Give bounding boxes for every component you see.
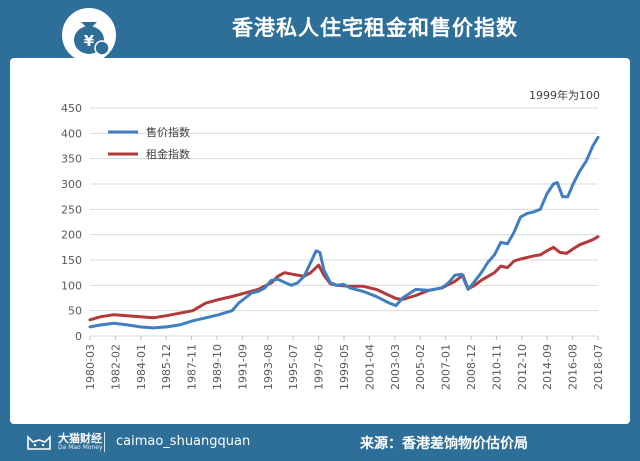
x-tick-label: 1987-11 xyxy=(186,344,199,390)
x-tick-label: 2008-12 xyxy=(465,344,478,390)
x-tick-label: 2014-09 xyxy=(541,344,554,390)
x-tick-label: 2005-02 xyxy=(414,344,427,390)
y-axis-ticks: 0 50 100 150 200 250 300 350 400 450 xyxy=(61,102,82,343)
series-line xyxy=(88,135,600,330)
base-year-note: 1999年为100 xyxy=(529,88,600,102)
x-tick-label: 2016-08 xyxy=(567,344,580,390)
data-source: 来源：香港差饷物价估价局 xyxy=(360,436,528,452)
x-tick-label: 2010-11 xyxy=(490,344,503,390)
x-tick-label: 1997-06 xyxy=(313,344,326,390)
x-tick-label: 1993-08 xyxy=(262,344,275,390)
chart-title: 香港私人住宅租金和售价指数 xyxy=(232,16,518,40)
x-tick-label: 1991-09 xyxy=(236,344,249,390)
x-tick-label: 1985-12 xyxy=(160,344,173,390)
legend-label: 售价指数 xyxy=(146,125,190,139)
cat-logo-icon xyxy=(27,435,51,450)
x-tick-label: 2012-10 xyxy=(516,344,529,390)
series-lines xyxy=(88,135,600,330)
brand-name-en: Da Mao Money xyxy=(58,444,103,451)
x-tick-label: 2007-01 xyxy=(440,344,453,390)
x-axis-ticks: 1980-03 1982-02 1984-01 1985-12 1987-11 1989-… xyxy=(84,336,605,390)
social-handle: caimao_shuangquan xyxy=(116,434,251,449)
y-tick-label: 100 xyxy=(61,279,82,292)
brand-name: 大猫财经 xyxy=(58,432,102,445)
y-tick-label: 300 xyxy=(61,178,82,191)
y-tick-label: 50 xyxy=(68,305,82,318)
chart-panel: 1999年为100 0 50 100 150 200 250 300 350 400 450 19… xyxy=(10,58,630,424)
svg-text:¥: ¥ xyxy=(84,32,95,50)
y-tick-label: 200 xyxy=(61,229,82,242)
y-tick-label: 450 xyxy=(61,102,82,115)
y-tick-label: 350 xyxy=(61,153,82,166)
x-tick-label: 2001-04 xyxy=(363,344,376,390)
x-tick-label: 1980-03 xyxy=(84,344,97,390)
footer-divider xyxy=(104,432,105,452)
y-tick-label: 0 xyxy=(75,330,82,343)
x-tick-label: 1995-07 xyxy=(287,344,300,390)
line-chart: 1999年为100 0 50 100 150 200 250 300 350 400 450 19… xyxy=(61,88,605,390)
money-bag-yen-icon: ¥ xyxy=(62,8,116,62)
y-tick-label: 250 xyxy=(61,203,82,216)
gridlines xyxy=(90,107,598,337)
legend-label: 租金指数 xyxy=(146,147,190,161)
y-tick-label: 150 xyxy=(61,254,82,267)
x-tick-label: 1982-02 xyxy=(109,344,122,390)
x-tick-label: 2003-03 xyxy=(389,344,402,390)
x-tick-label: 1984-01 xyxy=(135,344,148,390)
x-tick-label: 2018-07 xyxy=(592,344,605,390)
header-bar: ¥ 香港私人住宅租金和售价指数 xyxy=(0,0,640,62)
footer-bar: 大猫财经 Da Mao Money caimao_shuangquan 来源：香… xyxy=(0,424,640,461)
y-tick-label: 400 xyxy=(61,127,82,140)
x-tick-label: 1989-10 xyxy=(211,344,224,390)
series-line xyxy=(88,235,600,322)
x-tick-label: 1999-05 xyxy=(338,344,351,390)
